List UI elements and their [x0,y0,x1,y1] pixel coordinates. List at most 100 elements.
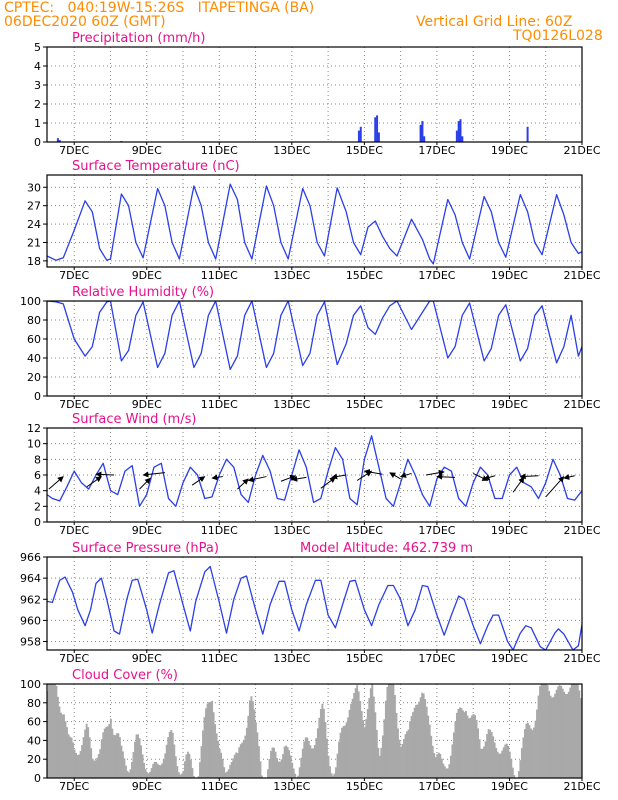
precip-bar [357,130,360,142]
panel-data [47,565,582,650]
cloud-bar [508,751,511,778]
cloud-bar [573,684,576,778]
cloud-bar [84,729,87,778]
cloud-bar [135,734,138,778]
cloud-bar [170,729,173,778]
cloud-bar [109,718,112,778]
x-tick-label: 17DEC [418,144,455,157]
cloud-bar [575,684,578,778]
cloud-bar [235,752,238,778]
x-tick-label: 7DEC [59,652,89,665]
y-tick-label: 20 [27,371,41,384]
x-tick-label: 7DEC [59,524,89,537]
x-tick-label: 21DEC [563,398,600,411]
y-tick-label: 100 [20,295,41,308]
cloud-bar [96,757,99,778]
x-tick-label: 7DEC [59,780,89,793]
y-tick-label: 100 [20,678,41,691]
cloud-bar [486,734,489,778]
cloud-bar [531,729,534,778]
cloud-bar [64,721,67,778]
cloud-bar [126,770,129,778]
cloud-bar [416,704,419,778]
x-tick-label: 19DEC [491,398,528,411]
cloud-bar [339,732,342,778]
cloud-bar [487,729,490,778]
cloud-bar [499,753,502,778]
cloud-bar [428,724,431,778]
cloud-bar [270,750,272,778]
cloud-bar [412,712,415,778]
cloud-bar [289,755,292,778]
x-tick-label: 9DEC [132,652,162,665]
y-tick-label: 4 [34,485,41,498]
panel-data [47,435,582,507]
cloud-bar [282,754,285,778]
cloud-bar [292,768,295,778]
cloud-bar [377,747,380,778]
cloud-bar [490,731,493,778]
x-tick-label: 21DEC [563,144,600,157]
cloud-bar [162,759,165,778]
cloud-bar [227,769,230,778]
cloud-bar [114,735,117,778]
wind-arrow [425,469,445,476]
cloud-bar [407,729,410,778]
cloud-bar [188,753,191,778]
cloud-bar [197,776,200,778]
x-tick-label: 15DEC [346,780,383,793]
cloud-bar [102,732,105,778]
cloud-bar [63,714,65,778]
cloud-bar [569,687,572,778]
cloud-bar [186,751,189,778]
cloud-bar [522,737,525,778]
y-tick-label: 40 [27,352,41,365]
panel-frame [46,556,583,651]
wind-arrow [436,473,456,480]
cloud-bar [212,712,215,778]
cloud-bar [221,758,224,778]
cloud-bar [345,722,348,778]
cloud-bar [313,745,316,778]
cloud-bar [341,727,344,778]
cloud-bar [344,725,347,778]
x-tick-label: 13DEC [273,398,310,411]
cloud-bar [285,745,288,778]
cloud-bar [316,728,319,778]
x-tick-label: 15DEC [346,144,383,157]
cloud-bar [176,766,179,778]
x-tick-label: 15DEC [346,398,383,411]
x-tick-label: 15DEC [346,652,383,665]
cloud-bar [363,727,366,778]
cloud-bar [523,729,526,778]
x-tick-label: 17DEC [418,652,455,665]
cloud-bar [348,709,351,778]
cloud-bar [460,708,463,778]
cloud-bar [307,740,310,778]
x-tick-label: 9DEC [132,398,162,411]
precip-bar [58,140,61,142]
cloud-bar [462,710,464,778]
cloud-bar [338,741,340,778]
cloud-bar [374,712,377,778]
cloud-bar [455,712,458,778]
cloud-bar [156,763,159,778]
cloud-bar [427,715,430,778]
cloud-bar [576,684,579,778]
cloud-bar [85,723,88,778]
wind-arrow [400,472,412,478]
y-tick-label: 958 [20,636,41,649]
x-tick-label: 19DEC [491,524,528,537]
precip-bar [421,121,424,142]
panel-frame [46,174,583,268]
cloud-bar [208,702,211,778]
cloud-bar [49,684,52,778]
cloud-bar [475,719,478,778]
cloud-bar [395,712,398,778]
cloud-bar [288,750,291,778]
cloud-bar [230,761,233,778]
cloud-bar [69,736,71,778]
cloud-bar [310,748,313,778]
cloud-bar [233,754,236,778]
cloud-bar [143,762,146,778]
